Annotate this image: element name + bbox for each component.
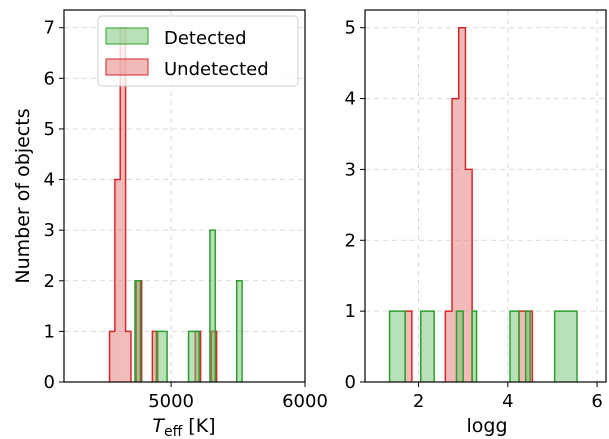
legend-label-undetected: Undetected — [164, 59, 269, 80]
histogram-bar-detected — [161, 331, 168, 382]
histogram-bar-undetected — [152, 331, 158, 382]
histogram-bar-undetected — [405, 311, 412, 382]
x-tick-label: 2 — [413, 391, 424, 412]
y-tick-label: 6 — [44, 68, 55, 89]
histogram-bar-undetected — [109, 331, 115, 382]
histogram-outline-detected — [134, 229, 243, 382]
panel-teff-histogram: 0 1 2 3 4 5 6 7 5000 6000 Detected Undetected Num… — [12, 9, 328, 439]
axes-frame-right — [364, 9, 607, 383]
x-axis-label-right: logg — [466, 415, 507, 437]
ticks-left: 0 1 2 3 4 5 6 7 5000 6000 — [44, 18, 328, 412]
y-tick-label: 1 — [345, 301, 356, 322]
y-tick-label: 4 — [345, 89, 356, 110]
y-tick-label: 4 — [44, 170, 55, 191]
histogram-bar-detected — [427, 311, 435, 382]
x-tick-label: 6 — [591, 391, 602, 412]
legend: Detected Undetected — [97, 15, 299, 87]
ticks-right: 0 1 2 3 4 5 2 4 6 — [345, 18, 603, 412]
histogram-bar-undetected — [114, 179, 121, 382]
series-left — [108, 26, 243, 382]
y-axis-label-left: Number of objects — [12, 108, 34, 283]
histogram-bar-undetected — [120, 27, 126, 382]
histogram-bar-undetected — [465, 169, 473, 382]
panel-logg-histogram: 0 1 2 3 4 5 2 4 6 logg — [345, 9, 607, 437]
x-axis-label-symbol: T — [152, 415, 165, 437]
y-tick-label: 3 — [345, 159, 356, 180]
histogram-bar-detected — [134, 280, 141, 382]
y-tick-label: 7 — [44, 18, 55, 39]
y-tick-label: 0 — [44, 372, 55, 393]
x-tick-label: 5000 — [148, 391, 194, 412]
series-right — [388, 26, 578, 383]
legend-swatch-undetected — [105, 58, 149, 76]
x-tick-label: 4 — [502, 391, 513, 412]
x-axis-label-left: Teff [K] — [152, 415, 215, 439]
y-tick-label: 5 — [44, 119, 55, 140]
histogram-bar-detected — [525, 311, 531, 382]
legend-label-detected: Detected — [164, 28, 247, 49]
histogram-outline-detected — [388, 310, 578, 382]
histogram-bar-detected — [209, 230, 216, 382]
y-tick-label: 5 — [345, 18, 356, 39]
histogram-bar-detected — [472, 311, 477, 382]
x-axis-label-subscript: eff — [164, 424, 183, 439]
axes-frame-left — [63, 9, 306, 383]
histogram-bar-undetected — [458, 27, 466, 382]
y-tick-label: 0 — [345, 372, 356, 393]
histogram-bar-detected — [389, 311, 406, 382]
y-tick-label: 3 — [44, 220, 55, 241]
x-tick-label: 6000 — [282, 391, 328, 412]
y-tick-label: 2 — [44, 271, 55, 292]
x-axis-label-unit: [K] — [188, 415, 215, 437]
y-tick-label: 2 — [345, 230, 356, 251]
histogram-bar-undetected — [445, 311, 453, 382]
histogram-bar-detected — [193, 331, 200, 382]
histogram-bar-detected — [188, 331, 194, 382]
histogram-bar-undetected — [125, 331, 131, 382]
histogram-bar-undetected — [518, 311, 526, 382]
histogram-bar-detected — [554, 311, 577, 382]
histogram-bar-undetected — [452, 98, 459, 383]
histogram-bar-detected — [156, 331, 162, 382]
histogram-bar-detected — [510, 311, 519, 382]
y-tick-label: 1 — [44, 321, 55, 342]
histogram-bar-detected — [456, 311, 464, 382]
legend-swatch-detected — [105, 27, 149, 45]
histogram-bar-detected — [236, 280, 243, 382]
histogram-bar-detected — [420, 311, 428, 382]
